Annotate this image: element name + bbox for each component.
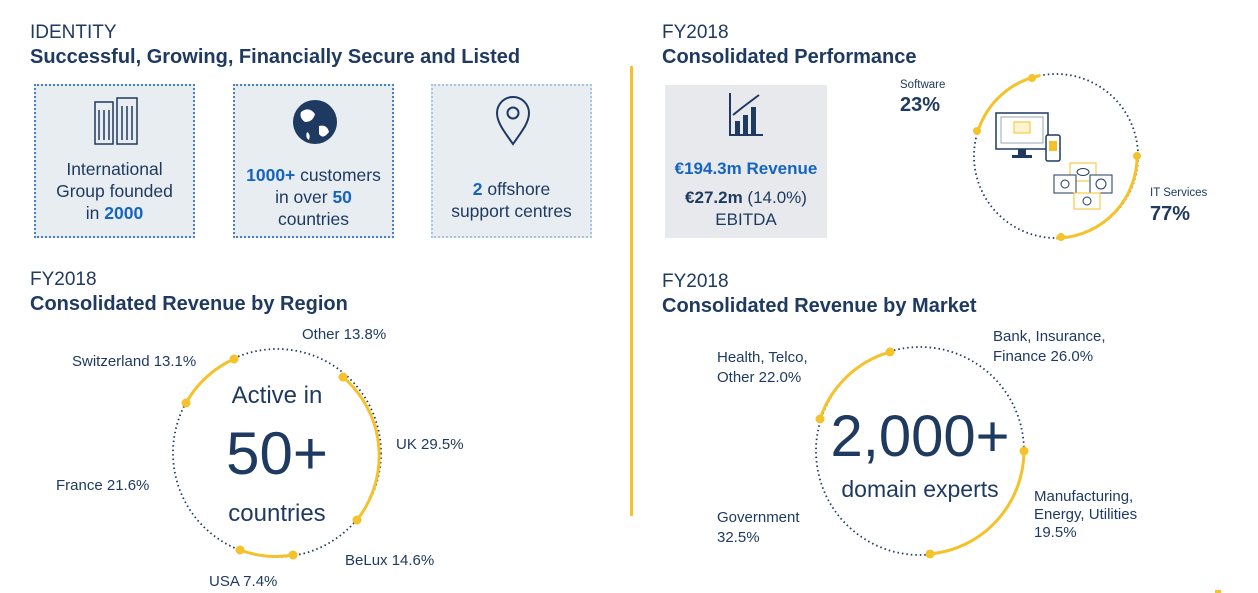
- location-pin-icon: [495, 96, 531, 146]
- region-center-bottom: countries: [228, 500, 326, 527]
- region-caption: FY2018: [30, 269, 97, 290]
- identity-caption: IDENTITY: [30, 22, 117, 43]
- market-center-big: 2,000+: [830, 404, 1010, 469]
- health-arc: [818, 350, 891, 420]
- software-percent: 23%: [900, 94, 941, 116]
- region-center-big: 50+: [226, 420, 328, 487]
- market-label-manufacturing: Manufacturing, Energy, Utilities 19.5%: [1034, 488, 1138, 541]
- customers-card: 1000+ customers in over 50 countries: [233, 84, 394, 238]
- revenue-value: €194.3m Revenue: [674, 159, 818, 178]
- region-label-uk: UK 29.5%: [396, 436, 464, 453]
- it-services-arc: [1059, 155, 1139, 240]
- identity-title: Successful, Growing, Financially Secure …: [30, 46, 521, 68]
- analytics-icon: [1053, 162, 1113, 210]
- market-title: Consolidated Revenue by Market: [662, 295, 977, 317]
- region-label-usa: USA 7.4%: [209, 573, 278, 590]
- software-label: Software: [900, 79, 946, 91]
- switzerland-arc: [184, 357, 235, 404]
- buildings-icon: [94, 97, 138, 145]
- performance-caption: FY2018: [662, 22, 729, 43]
- region-label-france: France 21.6%: [56, 477, 150, 494]
- region-center-top: Active in: [231, 382, 323, 409]
- it-services-label: IT Services: [1150, 187, 1208, 199]
- offshore-text: 2 offshore support centres: [451, 179, 572, 221]
- ebitda-value: €27.2m (14.0%) EBITDA: [685, 188, 807, 229]
- market-center-bottom: domain experts: [841, 476, 999, 502]
- performance-title: Consolidated Performance: [662, 46, 917, 68]
- uk-arc: [342, 375, 381, 521]
- it-services-percent: 77%: [1150, 203, 1191, 225]
- monitor-icon: [995, 112, 1061, 162]
- region-title: Consolidated Revenue by Region: [30, 293, 348, 315]
- founded-text: International Group founded in 2000: [56, 159, 173, 223]
- market-label-government: Government 32.5%: [717, 509, 800, 546]
- market-label-health: Health, Telco, Other 22.0%: [717, 349, 808, 386]
- market-label-bank: Bank, Insurance, Finance 26.0%: [993, 328, 1106, 365]
- founded-card: International Group founded in 2000: [34, 84, 195, 238]
- revenue-card: €194.3m Revenue €27.2m (14.0%) EBITDA: [665, 85, 827, 238]
- customers-text: 1000+ customers in over 50 countries: [246, 165, 381, 229]
- manufacturing-arc: [929, 450, 1026, 556]
- region-label-switzerland: Switzerland 13.1%: [72, 353, 197, 370]
- section-divider: [630, 66, 633, 516]
- offshore-card: 2 offshore support centres: [431, 84, 592, 238]
- bar-chart-icon: [729, 93, 763, 136]
- market-caption: FY2018: [662, 271, 729, 292]
- corner-mark: [1215, 590, 1221, 593]
- region-label-other: Other 13.8%: [302, 326, 387, 343]
- region-label-belux: BeLux 14.6%: [345, 552, 435, 569]
- globe-icon: [293, 100, 337, 144]
